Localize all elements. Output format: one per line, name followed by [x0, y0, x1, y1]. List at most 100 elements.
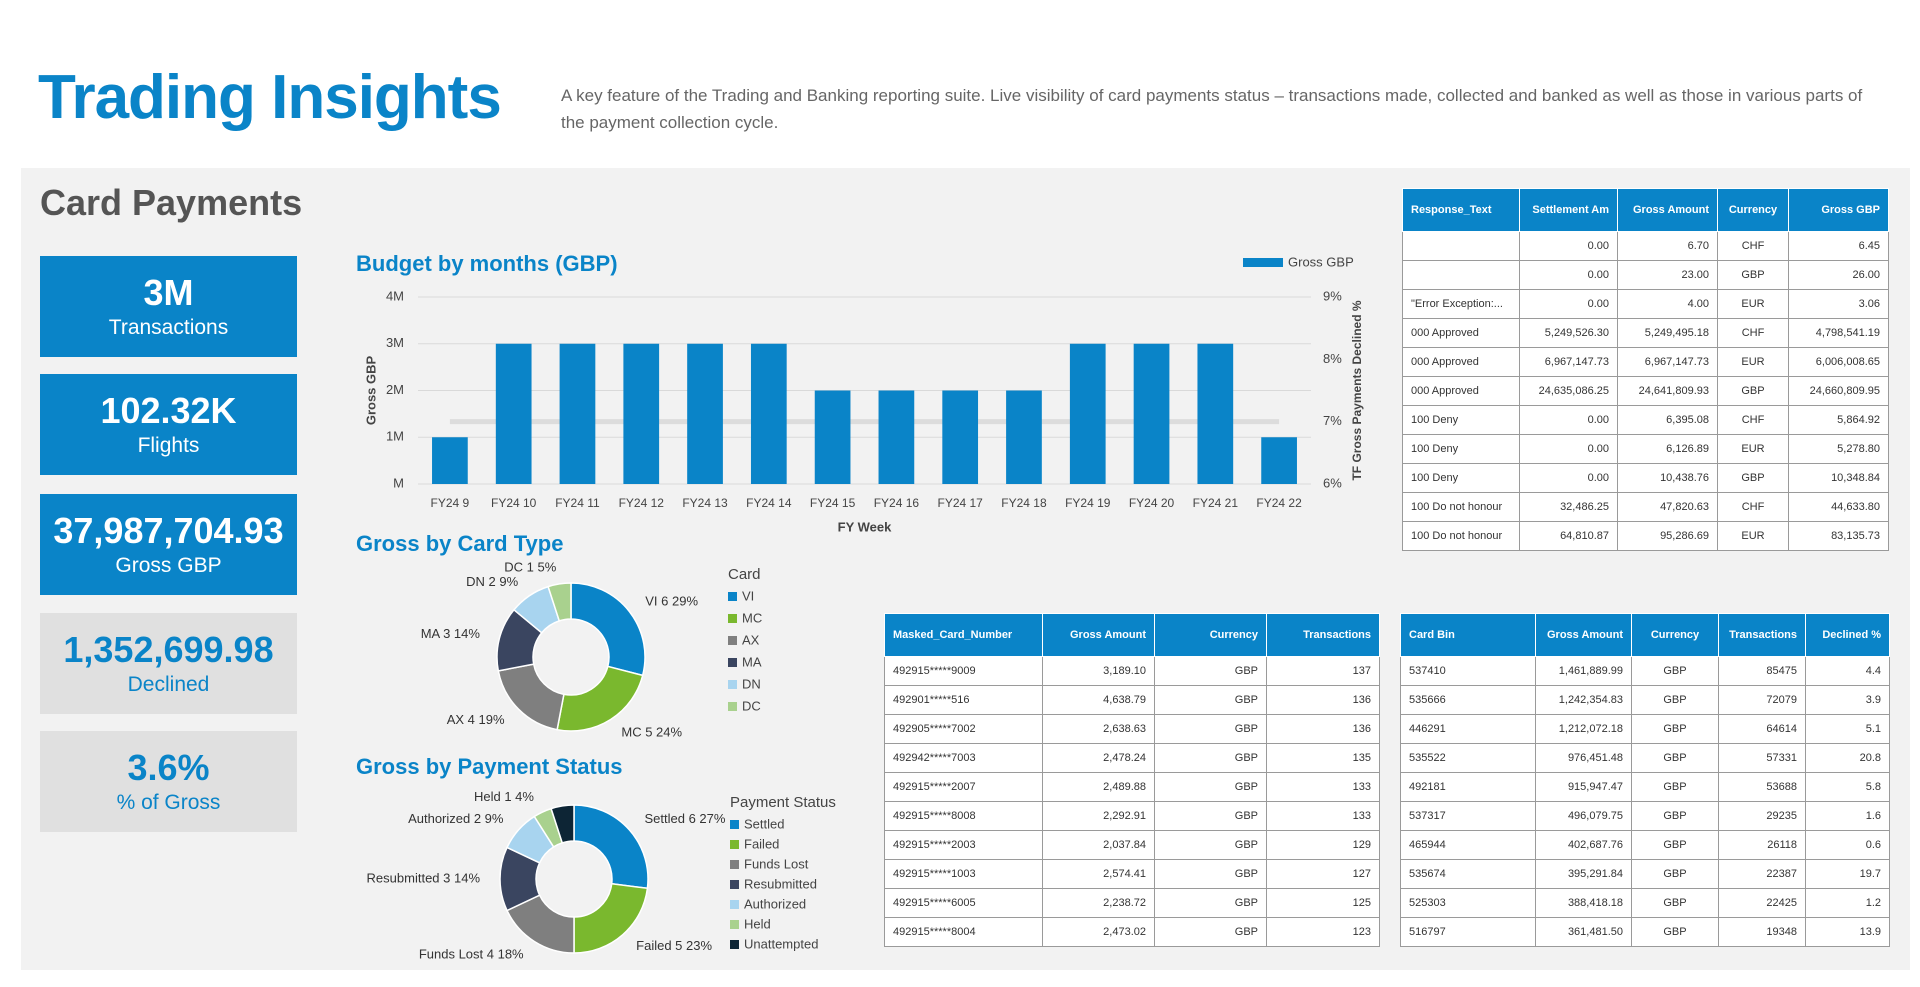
legend-label: Settled	[744, 816, 784, 831]
table-row: 492915*****1003 2,574.41 GBP 127	[884, 859, 1380, 889]
legend-label: Held	[744, 916, 771, 931]
y2-tick-label: 6%	[1323, 475, 1342, 490]
column-header: Gross Amount	[1042, 613, 1155, 657]
table-row: 100 Deny 0.00 10,438.76 GBP 10,348.84	[1402, 463, 1889, 493]
table-cell: 492915*****1003	[884, 859, 1043, 889]
chart-title: Gross by Payment Status	[356, 754, 623, 779]
legend-swatch	[728, 592, 737, 601]
slice-label: Failed 5 23%	[636, 938, 712, 953]
table-cell: GBP	[1631, 801, 1719, 831]
table-cell: 100 Do not honour	[1402, 521, 1520, 551]
table-cell: 492905*****7002	[884, 714, 1043, 744]
table-row: 492915*****2007 2,489.88 GBP 133	[884, 772, 1380, 802]
table-cell: 492942*****7003	[884, 743, 1043, 773]
x-tick-label: FY24 18	[1001, 496, 1047, 510]
legend-label: DN	[742, 676, 761, 691]
table-cell: 57331	[1718, 743, 1806, 773]
table-cell: 0.00	[1519, 434, 1618, 464]
header-row: Masked_Card_Number Gross Amount Currency Tr…	[884, 613, 1380, 657]
x-tick-label: FY24 19	[1065, 496, 1111, 510]
table-cell: 100 Deny	[1402, 434, 1520, 464]
table-cell: 2,489.88	[1042, 772, 1155, 802]
table-cell: 85475	[1718, 656, 1806, 686]
legend-swatch	[730, 940, 739, 949]
table-cell: 492915*****8004	[884, 917, 1043, 947]
table-cell: 0.00	[1519, 463, 1618, 493]
table-cell: 4,798,541.19	[1788, 318, 1889, 348]
x-tick-label: FY24 9	[431, 496, 470, 510]
column-header: Gross Amount	[1617, 188, 1718, 232]
legend-label: AX	[742, 632, 760, 647]
table-row: 100 Do not honour 64,810.87 95,286.69 EUR 83…	[1402, 521, 1889, 551]
table-row: 525303 388,418.18 GBP 22425 1.2	[1400, 888, 1890, 918]
table-cell: 492915*****2007	[884, 772, 1043, 802]
kpi-card: 3.6%% of Gross	[40, 731, 297, 832]
table-row: 492915*****2003 2,037.84 GBP 129	[884, 830, 1380, 860]
table-cell: 123	[1266, 917, 1380, 947]
table-cell: 6,967,147.73	[1617, 347, 1718, 377]
bar	[750, 343, 787, 484]
table-row: 0.00 6.70 CHF 6.45	[1402, 231, 1889, 261]
table-row: 516797 361,481.50 GBP 19348 13.9	[1400, 917, 1890, 947]
table-cell: 0.6	[1805, 830, 1890, 860]
kpi-label: Flights	[137, 433, 200, 457]
table-row: 446291 1,212,072.18 GBP 64614 5.1	[1400, 714, 1890, 744]
table-cell: 000 Approved	[1402, 318, 1520, 348]
bar	[559, 343, 596, 484]
table-cell: 492901*****516	[884, 685, 1043, 715]
legend-label: MC	[742, 610, 762, 625]
table-cell: 1,242,354.83	[1535, 685, 1632, 715]
legend-label: Failed	[744, 836, 779, 851]
legend-swatch	[728, 658, 737, 667]
table-cell: 125	[1266, 888, 1380, 918]
header-row: Card Bin Gross Amount Currency Transactions…	[1400, 613, 1890, 657]
legend-swatch	[1243, 258, 1283, 267]
table-cell: 1,461,889.99	[1535, 656, 1632, 686]
table-cell: 22425	[1718, 888, 1806, 918]
data-table: Masked_Card_Number Gross Amount Currency Tr…	[884, 613, 1380, 947]
table-cell: 976,451.48	[1535, 743, 1632, 773]
table-cell: 53688	[1718, 772, 1806, 802]
x-tick-label: FY24 12	[619, 496, 665, 510]
table-row: "Error Exception:... 0.00 4.00 EUR 3.06	[1402, 289, 1889, 319]
section-title: Card Payments	[40, 182, 303, 223]
table-cell: GBP	[1631, 714, 1719, 744]
table-cell: 2,478.24	[1042, 743, 1155, 773]
table-cell: 000 Approved	[1402, 347, 1520, 377]
donut-slice	[497, 663, 565, 731]
table-cell: CHF	[1717, 405, 1789, 435]
table-cell: 10,348.84	[1788, 463, 1889, 493]
bar	[623, 343, 660, 484]
table-cell: 5.8	[1805, 772, 1890, 802]
table-cell: 915,947.47	[1535, 772, 1632, 802]
chart-title: Gross by Card Type	[356, 531, 563, 556]
table-row: 492915*****9009 3,189.10 GBP 137	[884, 656, 1380, 686]
column-header: Transactions	[1266, 613, 1380, 657]
table-cell: GBP	[1154, 656, 1267, 686]
y-axis-label: Gross GBP	[363, 355, 378, 425]
bar	[1261, 437, 1297, 484]
legend-swatch	[730, 900, 739, 909]
table-cell: 5.1	[1805, 714, 1890, 744]
data-table: Response_Text Settlement Am Gross Amount Cu…	[1402, 188, 1889, 551]
column-header: Gross GBP	[1788, 188, 1889, 232]
table-cell: 6,967,147.73	[1519, 347, 1618, 377]
table-cell: 496,079.75	[1535, 801, 1632, 831]
table-cell: 535674	[1400, 859, 1536, 889]
table-cell: 13.9	[1805, 917, 1890, 947]
slice-label: Resubmitted 3 14%	[367, 870, 481, 885]
table-cell: 23.00	[1617, 260, 1718, 290]
table-row: 492915*****8008 2,292.91 GBP 133	[884, 801, 1380, 831]
table-cell: GBP	[1154, 801, 1267, 831]
table-cell: 6,126.89	[1617, 434, 1718, 464]
table-row: 535674 395,291.84 GBP 22387 19.7	[1400, 859, 1890, 889]
table-row: 465944 402,687.76 GBP 26118 0.6	[1400, 830, 1890, 860]
table-cell: GBP	[1154, 685, 1267, 715]
table-cell: 64614	[1718, 714, 1806, 744]
table-cell: GBP	[1631, 772, 1719, 802]
table-cell: 6.45	[1788, 231, 1889, 261]
table-cell: 0.00	[1519, 289, 1618, 319]
legend-label: VI	[742, 588, 754, 603]
table-cell: 19348	[1718, 917, 1806, 947]
table-row: 100 Do not honour 32,486.25 47,820.63 CHF 44…	[1402, 492, 1889, 522]
